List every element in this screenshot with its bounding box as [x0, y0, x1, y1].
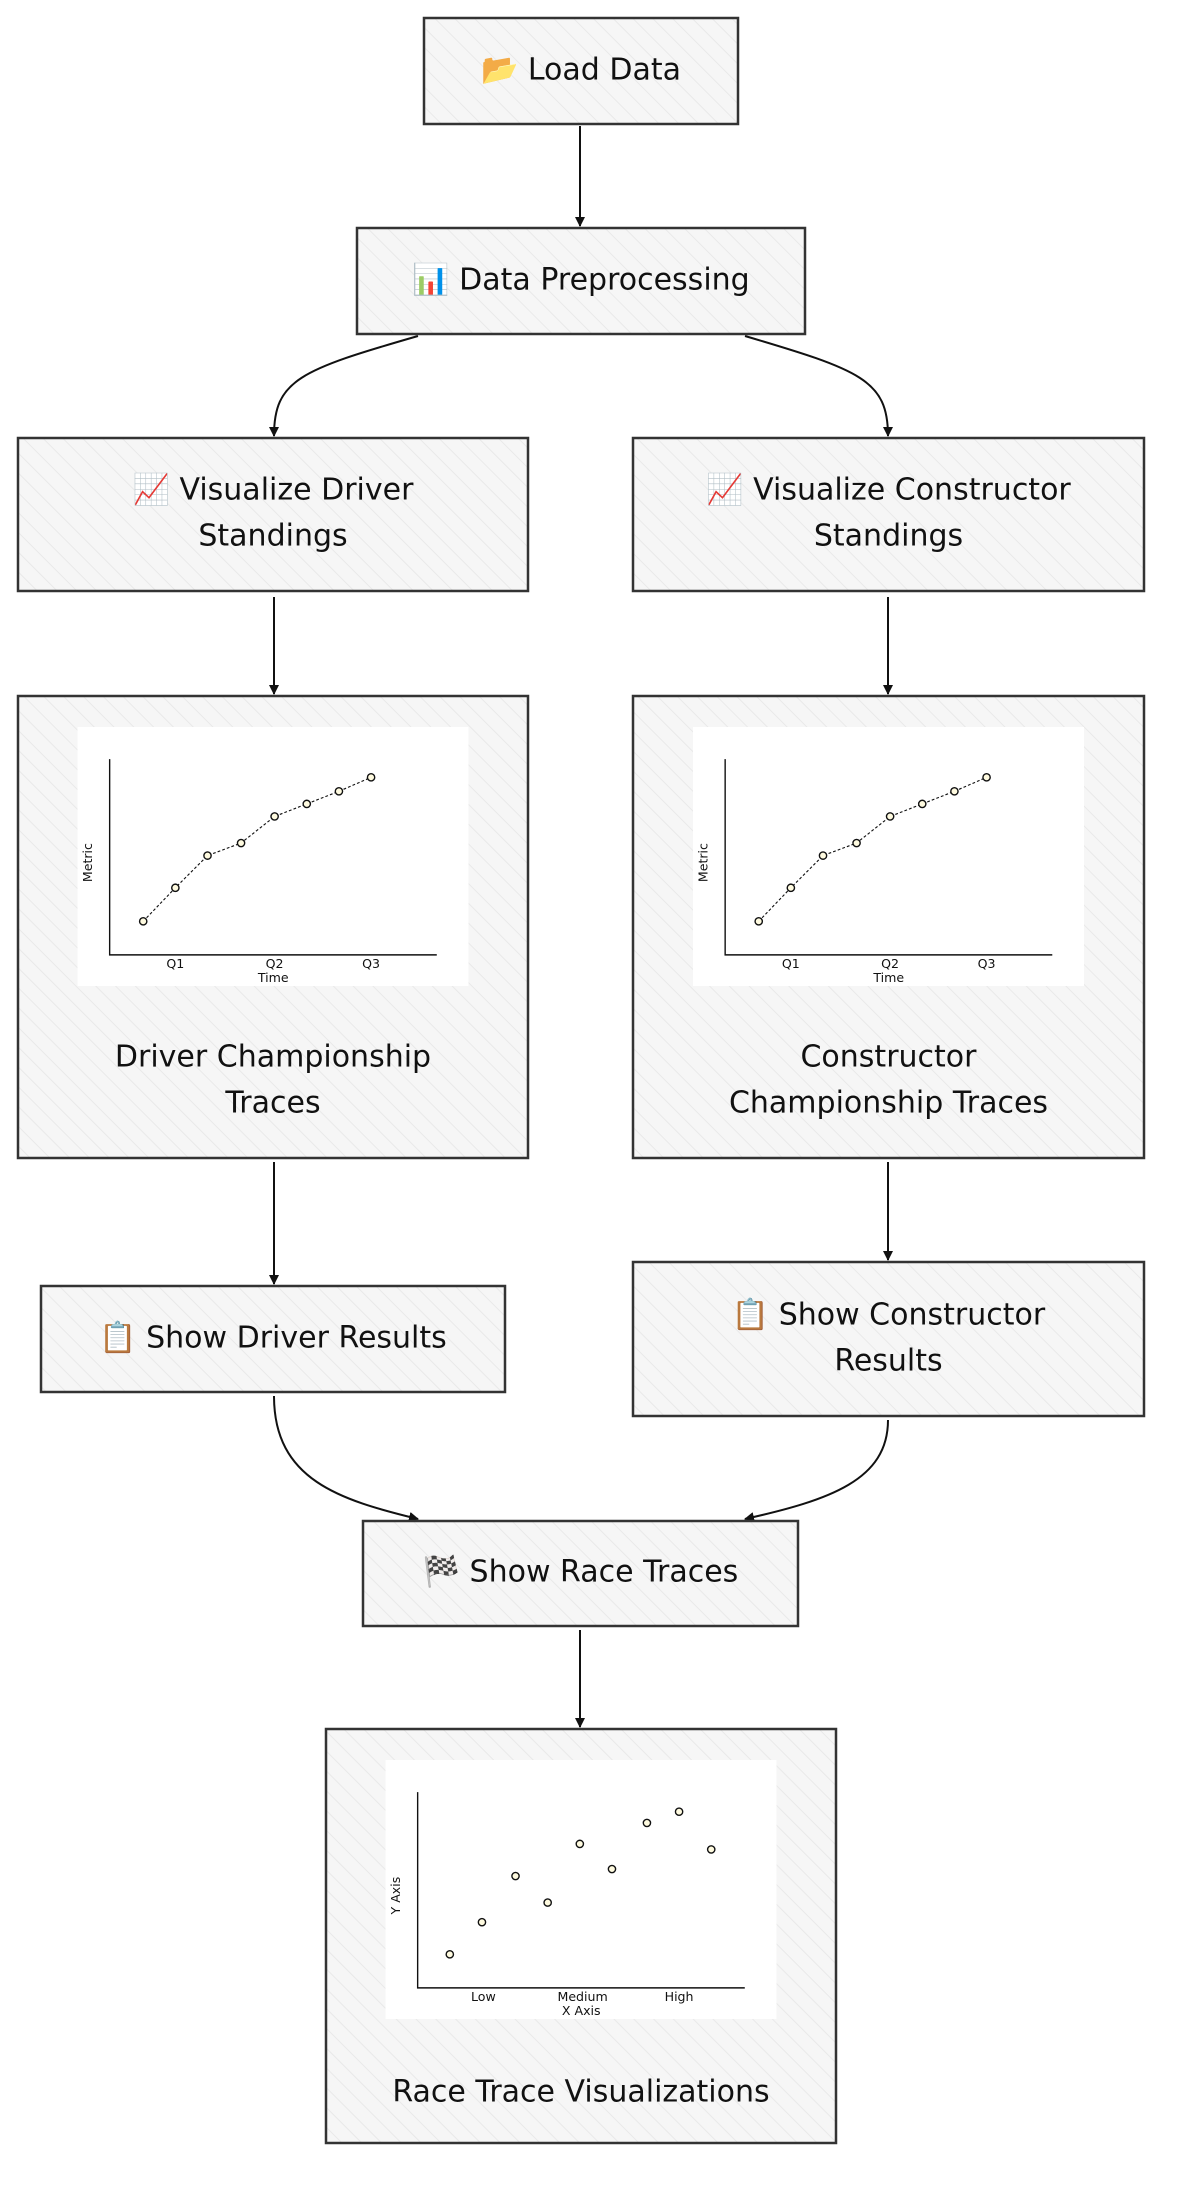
edges	[269, 126, 893, 1728]
node: Driver Championship Traces Q1 Q2 Q3 Time Metri…	[16, 694, 530, 1160]
node: 📋 Show Driver Results	[39, 1284, 507, 1394]
thumbnail-tick-label: Q1	[166, 956, 184, 971]
thumbnail-point	[138, 916, 148, 926]
node-label: Driver Championship	[115, 1040, 431, 1075]
node-label: 📈 Visualize Constructor	[706, 472, 1071, 508]
node: 📊 Data Preprocessing	[355, 226, 807, 336]
thumbnail-point	[511, 1871, 520, 1881]
node-label: Results	[834, 1344, 942, 1379]
node-label: Race Trace Visualizations	[392, 2075, 769, 2110]
thumbnail-tick-label: Q1	[782, 956, 800, 971]
thumbnail-point	[982, 772, 991, 782]
edge	[269, 335, 419, 437]
thumbnail-line	[142, 776, 372, 922]
node: Race Trace Visualizations Low Medium High X …	[324, 1727, 838, 2145]
thumbnail-point	[852, 838, 861, 848]
thumbnail-point	[818, 851, 828, 860]
thumbnail-tick-label: Q3	[362, 956, 380, 971]
thumbnail-point	[642, 1818, 652, 1828]
node-label: Constructor	[800, 1040, 977, 1075]
thumbnail-point	[334, 786, 344, 796]
thumbnail-tick-label: Q3	[978, 956, 996, 971]
thumbnail-x-label: Time	[257, 970, 289, 985]
node-label: 🏁 Show Race Traces	[423, 1554, 739, 1590]
thumbnail-bg	[385, 1760, 777, 2019]
node-label: 📈 Visualize Driver	[133, 472, 415, 508]
thumbnail-point	[302, 799, 312, 809]
node-box	[16, 436, 530, 593]
thumbnail-point	[917, 799, 927, 809]
node-box	[631, 1260, 1146, 1418]
thumbnail-point	[477, 1917, 487, 1927]
node-label: 📊 Data Preprocessing	[412, 262, 749, 298]
thumbnail-point	[950, 786, 959, 796]
thumbnail-tick-label: Q2	[266, 956, 284, 971]
thumbnail-bg	[693, 727, 1084, 986]
node-label: Traces	[224, 1086, 320, 1121]
thumbnail-point	[885, 812, 895, 821]
node-box	[631, 436, 1146, 593]
thumbnail: Q1 Q2 Q3 Time Metric	[696, 759, 1053, 985]
thumbnail-axes	[108, 759, 437, 956]
thumbnail-bg	[77, 727, 469, 986]
node: 📈 Visualize Driver Standings	[16, 436, 530, 593]
node-label: 📂 Load Data	[481, 53, 681, 88]
thumbnail-point	[236, 838, 246, 848]
node-label: Standings	[814, 519, 963, 554]
thumbnail-tick-label: Q2	[881, 956, 899, 971]
thumbnail-point	[171, 883, 180, 893]
node-label: 📋 Show Constructor	[732, 1297, 1046, 1333]
thumbnail-point	[786, 883, 796, 893]
thumbnail-x-label: Time	[872, 970, 904, 985]
thumbnail-point	[575, 1839, 585, 1849]
thumbnail-axes	[724, 759, 1053, 956]
thumbnail-point	[543, 1898, 553, 1907]
node: 🏁 Show Race Traces	[361, 1519, 800, 1628]
thumbnail-x-label: X Axis	[562, 2003, 601, 2018]
node: 📂 Load Data	[422, 16, 740, 126]
node-label: Championship Traces	[729, 1086, 1048, 1121]
thumbnail-y-label: Metric	[696, 843, 711, 882]
thumbnail: Q1 Q2 Q3 Time Metric	[80, 759, 437, 985]
thumbnail-point	[445, 1949, 455, 1959]
thumbnail-point	[366, 772, 376, 782]
node-box	[422, 16, 740, 126]
node-box	[355, 226, 807, 336]
thumbnail-axes	[416, 1792, 745, 1989]
thumbnail-point	[203, 851, 212, 860]
node-box	[39, 1284, 507, 1394]
edge	[744, 1419, 889, 1522]
thumbnail-y-label: Metric	[80, 843, 95, 882]
thumbnail-tick-label: Low	[471, 1989, 496, 2004]
thumbnail-line	[758, 776, 987, 922]
node: Constructor Championship Traces Q1 Q2 Q3 Time…	[631, 694, 1146, 1160]
node: 📈 Visualize Constructor Standings	[631, 436, 1146, 593]
thumbnail-tick-label: High	[665, 1989, 694, 2004]
thumbnail-point	[754, 916, 764, 926]
thumbnail-point	[674, 1807, 684, 1817]
node-label: 📋 Show Driver Results	[99, 1320, 447, 1356]
node-label: Standings	[198, 519, 347, 554]
node-box	[361, 1519, 800, 1628]
thumbnail-tick-label: Medium	[557, 1989, 607, 2004]
edge	[744, 335, 893, 437]
edge	[273, 1395, 419, 1522]
thumbnail-point	[706, 1845, 716, 1854]
thumbnail: Low Medium High X Axis Y Axis	[388, 1792, 745, 2018]
thumbnail-point	[607, 1864, 617, 1874]
thumbnail-y-label: Y Axis	[388, 1877, 403, 1916]
node: 📋 Show Constructor Results	[631, 1260, 1146, 1418]
thumbnail-point	[270, 812, 279, 821]
